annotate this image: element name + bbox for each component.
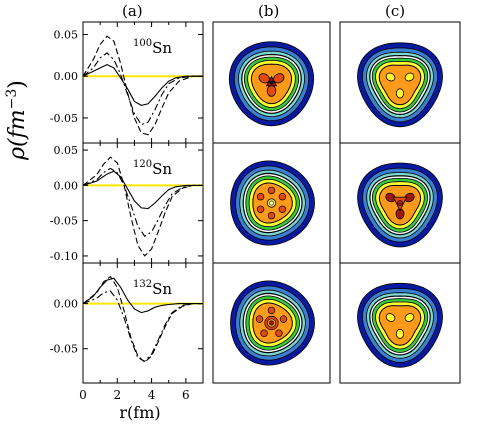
contour-center (269, 200, 274, 206)
y-tick-label: 0.05 (54, 144, 79, 157)
y-tick-label: 0.00 (54, 298, 79, 311)
curve-solid (82, 63, 203, 106)
curve-solid (82, 170, 203, 210)
y-tick-label: -0.10 (50, 250, 78, 263)
contour-lobe (404, 72, 415, 82)
contour-center (269, 320, 274, 326)
y-tick-label: -0.05 (50, 215, 78, 228)
contour-lobe (385, 72, 396, 82)
line-panels: 0.05 0.00 -0.05 100Sn 0.05 0.00 -0.05 -0.10 120S… (50, 21, 204, 402)
contour-lobe (404, 313, 415, 322)
nucleus-label: 120Sn (133, 159, 172, 178)
y-tick-label: -0.05 (50, 112, 78, 125)
svg-text:ρ(fm−3): ρ(fm−3) (4, 80, 30, 161)
y-tick-label: -0.05 (50, 343, 78, 356)
contour-lobe (256, 192, 265, 201)
contour-lobe (385, 313, 396, 322)
y-tick-label: 0.05 (54, 29, 79, 42)
y-tick-label: 0.00 (54, 70, 79, 83)
contour-panel-1 (212, 21, 331, 144)
contour-lobe (267, 211, 276, 220)
col-label-c: (c) (385, 2, 405, 20)
col-label-b: (b) (258, 2, 279, 20)
contour-lobe (275, 329, 283, 337)
contour-lobe (260, 329, 268, 337)
contour-panel-4 (339, 142, 461, 264)
panel-frame (82, 262, 204, 384)
x-tick-label: 0 (79, 388, 87, 402)
curve-solid (82, 277, 203, 314)
contour-lobe (279, 315, 288, 323)
line-panel-1: 0.05 0.00 -0.05 100Sn (50, 21, 204, 144)
contour-panel-6 (339, 262, 461, 384)
line-panel-2: 0.05 0.00 -0.05 -0.10 120Sn (50, 142, 204, 264)
x-tick-label: 6 (182, 388, 190, 402)
contour-lobe (267, 186, 276, 195)
contour-panel-2 (339, 21, 461, 144)
contour-dot (269, 80, 274, 85)
x-tick-label: 4 (148, 388, 156, 402)
curve-dashed (82, 156, 203, 257)
curve-dashed (82, 35, 203, 136)
contour-lobe (395, 328, 405, 339)
y-tick-label: 0.00 (54, 179, 79, 192)
contour-panel-3 (212, 142, 331, 264)
x-axis-label: r(fm) (119, 403, 160, 422)
contour-lobe (395, 88, 405, 99)
line-panel-3: 0.00 -0.05 132Sn (50, 262, 204, 384)
contour-panel-5 (212, 262, 331, 384)
contour-lobe (267, 306, 276, 315)
col-label-a: (a) (122, 2, 143, 20)
nucleus-label: 100Sn (133, 38, 172, 57)
contour-lobe (266, 85, 277, 97)
nucleus-label: 132Sn (133, 279, 172, 298)
contour-lobe (256, 205, 265, 214)
curve-dash-dot (82, 52, 203, 126)
contour-panels (212, 21, 461, 384)
curve-dash-dot (82, 167, 203, 237)
contour-lobe (255, 315, 264, 323)
curve-dash-dot (82, 290, 203, 362)
x-tick-label: 2 (113, 388, 121, 402)
contour-center (397, 200, 403, 206)
contour-lobe (278, 192, 287, 201)
y-axis-label: ρ(fm−3) (4, 80, 30, 161)
contour-lobe (278, 205, 287, 214)
